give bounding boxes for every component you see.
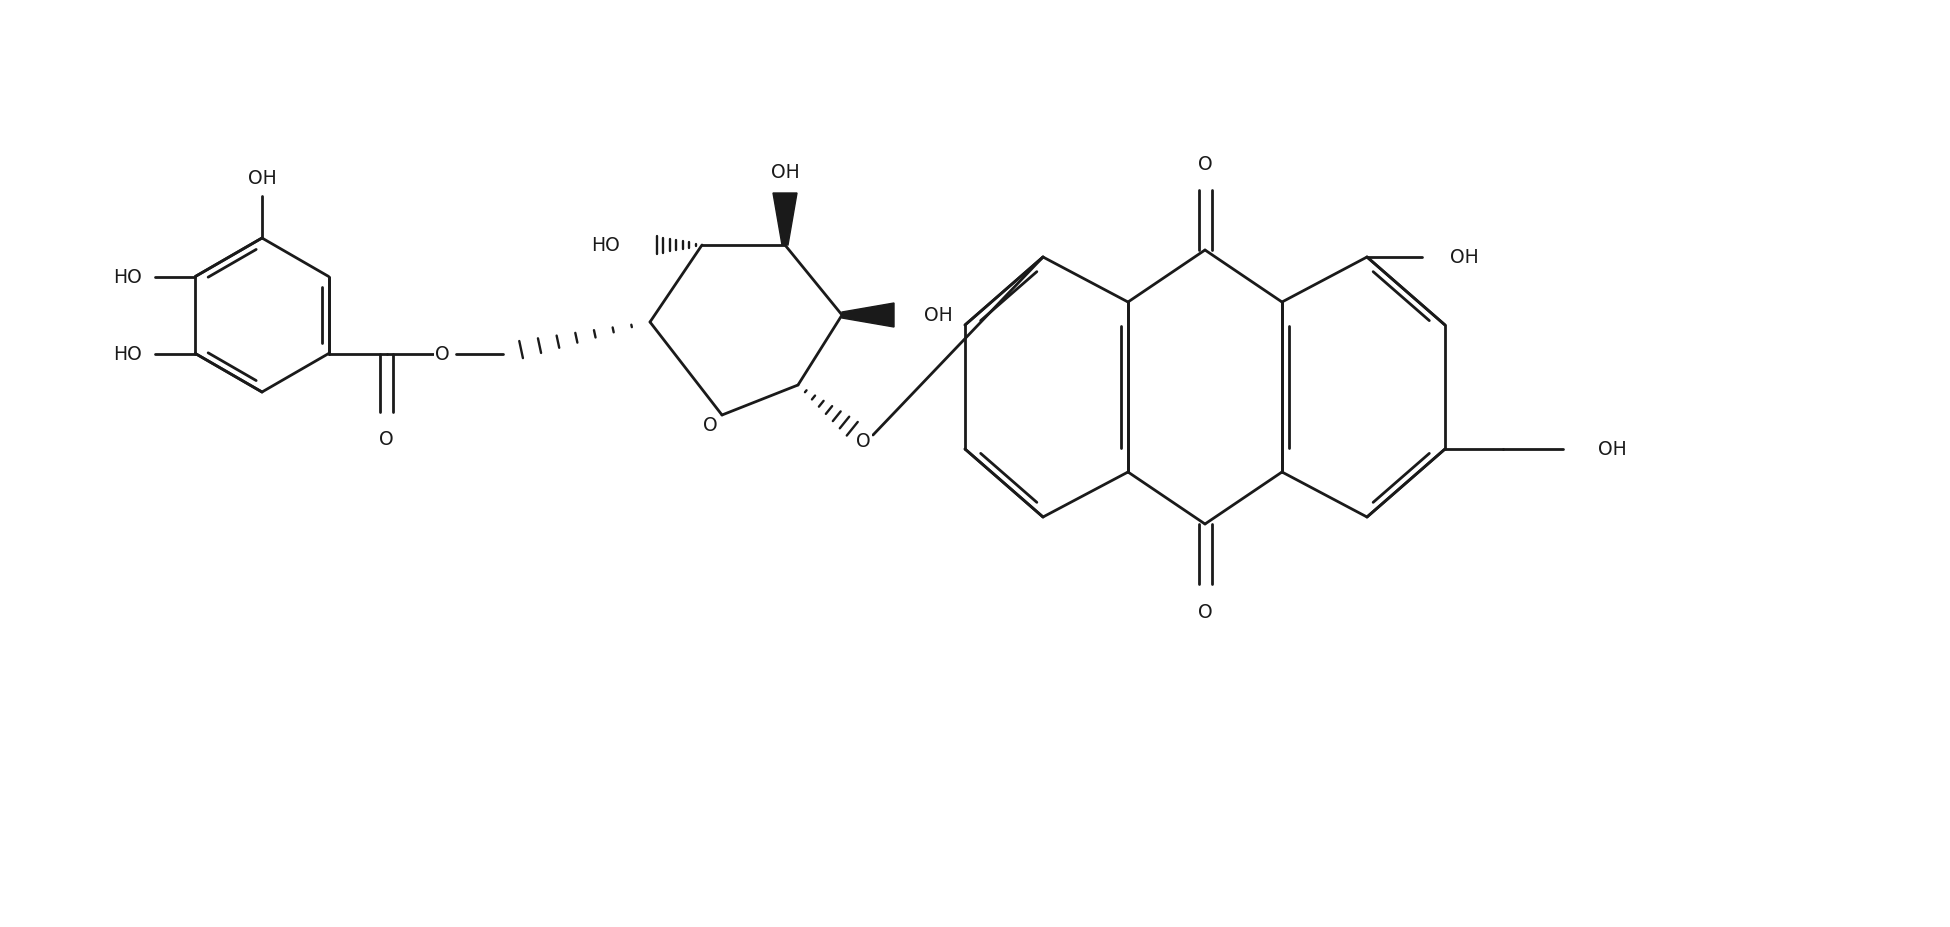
Text: OH: OH xyxy=(924,306,954,325)
Text: OH: OH xyxy=(248,170,277,188)
Text: HO: HO xyxy=(113,345,142,363)
Polygon shape xyxy=(842,304,893,327)
Text: OH: OH xyxy=(770,163,799,183)
Text: HO: HO xyxy=(591,236,620,255)
Text: HO: HO xyxy=(113,268,142,286)
Text: O: O xyxy=(435,345,450,363)
Text: OH: OH xyxy=(1597,440,1626,459)
Text: O: O xyxy=(1197,602,1213,621)
Text: O: O xyxy=(380,429,394,449)
Polygon shape xyxy=(772,194,798,246)
Text: OH: OH xyxy=(1451,248,1478,267)
Text: O: O xyxy=(856,432,870,451)
Text: O: O xyxy=(1197,154,1213,173)
Text: O: O xyxy=(702,416,718,435)
